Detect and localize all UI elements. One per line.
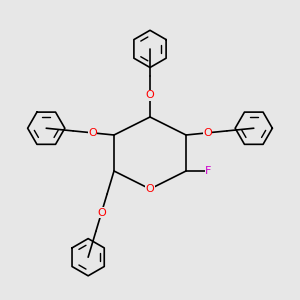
Text: O: O [146,90,154,100]
Text: F: F [205,166,212,176]
Text: O: O [88,128,97,138]
Text: O: O [146,184,154,194]
Text: O: O [97,208,106,218]
Text: O: O [203,128,212,138]
